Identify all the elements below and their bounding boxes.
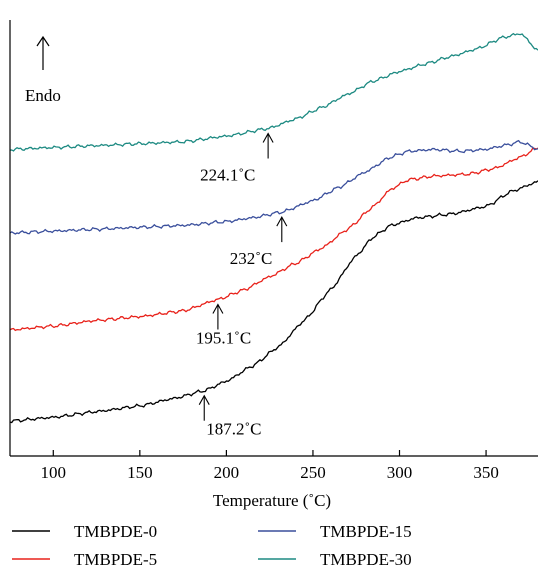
annotations: 187.2˚C 195.1˚C 232˚C 224.1˚C xyxy=(196,132,288,439)
x-tick-label-250: 250 xyxy=(300,463,326,482)
x-tick-label-150: 150 xyxy=(127,463,153,482)
endo-label: Endo xyxy=(25,86,61,105)
annotation-label: 195.1˚C xyxy=(196,329,251,348)
axes: 100 150 200 250 300 350 xyxy=(9,20,538,482)
plot-lines xyxy=(9,32,538,424)
x-tick-label-350: 350 xyxy=(473,463,499,482)
legend-item-tmbpde-30: TMBPDE-30 xyxy=(258,550,412,569)
legend-label: TMBPDE-15 xyxy=(320,522,412,541)
legend-item-tmbpde-5: TMBPDE-5 xyxy=(12,550,157,569)
legend-label: TMBPDE-30 xyxy=(320,550,412,569)
annotation-arrow-head xyxy=(276,215,288,227)
annotation-label: 232˚C xyxy=(230,249,273,268)
legend-label: TMBPDE-5 xyxy=(74,550,157,569)
legend: TMBPDE-0 TMBPDE-5 TMBPDE-15 TMBPDE-30 xyxy=(12,522,412,569)
annotation-arrow-head xyxy=(262,132,274,143)
annotation-label: 224.1˚C xyxy=(200,166,255,185)
endo-indicator: Endo xyxy=(25,35,61,105)
series-line-tmbpde-0 xyxy=(9,180,538,424)
series-line-tmbpde-15 xyxy=(9,139,538,235)
legend-item-tmbpde-0: TMBPDE-0 xyxy=(12,522,157,541)
series-line-tmbpde-5 xyxy=(9,147,538,332)
series-line-tmbpde-30 xyxy=(9,32,538,152)
x-tick-label-200: 200 xyxy=(214,463,240,482)
annotation-label: 187.2˚C xyxy=(206,420,261,439)
x-axis-label: Temperature (˚C) xyxy=(213,491,331,510)
annotation-187.2: 187.2˚C xyxy=(198,394,261,439)
annotation-arrow-head xyxy=(212,303,224,314)
x-tick-label-300: 300 xyxy=(387,463,413,482)
x-tick-label-100: 100 xyxy=(41,463,67,482)
annotation-195.1: 195.1˚C xyxy=(196,303,251,348)
legend-label: TMBPDE-0 xyxy=(74,522,157,541)
annotation-224.1: 224.1˚C xyxy=(200,132,274,185)
annotation-232: 232˚C xyxy=(230,215,288,268)
x-ticks: 100 150 200 250 300 350 xyxy=(41,450,499,482)
annotation-arrow-head xyxy=(198,394,210,405)
legend-item-tmbpde-15: TMBPDE-15 xyxy=(258,522,412,541)
